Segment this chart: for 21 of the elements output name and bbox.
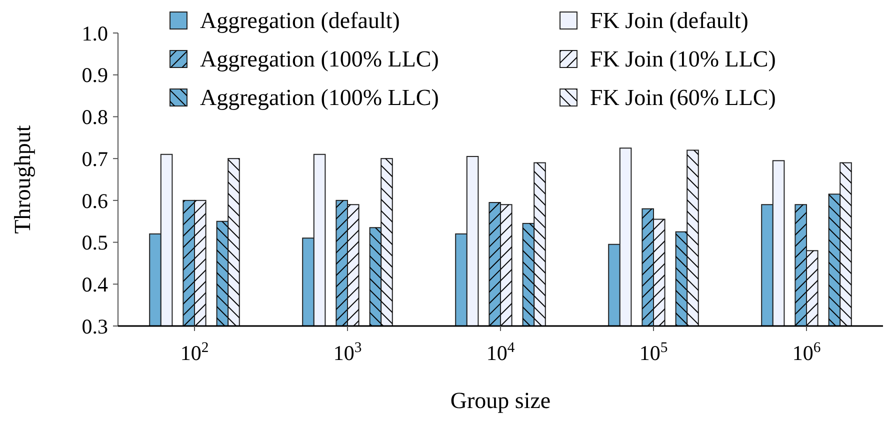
y-tick-label: 0.9 — [82, 63, 108, 88]
legend-label: Aggregation (100% LLC) — [200, 85, 439, 110]
x-tick-label: 10$^{5}$ — [639, 340, 668, 365]
y-tick-label: 0.6 — [82, 188, 108, 213]
y-tick-label: 0.3 — [82, 314, 108, 338]
y-axis-title: Throughput — [10, 124, 35, 234]
x-tick-label: 10$^{3}$ — [333, 340, 362, 365]
x-axis-title: Group size — [450, 388, 551, 413]
x-tick-label: 10$^{6}$ — [792, 340, 821, 365]
y-tick-label: 0.8 — [82, 105, 108, 130]
y-tick-label: 1.0 — [82, 21, 108, 46]
legend-label: FK Join (60% LLC) — [590, 85, 776, 110]
y-tick-label: 0.4 — [82, 272, 108, 296]
y-tick-label: 0.7 — [82, 146, 108, 171]
y-tick-label: 0.5 — [82, 230, 108, 255]
x-tick-label: 10$^{4}$ — [486, 340, 516, 365]
legend-label: FK Join (default) — [590, 8, 748, 34]
legend-label: Aggregation (default) — [200, 8, 400, 34]
legend-label: Aggregation (100% LLC) — [200, 46, 439, 72]
x-tick-label: 10$^{2}$ — [180, 340, 209, 365]
legend-label: FK Join (10% LLC) — [590, 46, 776, 72]
